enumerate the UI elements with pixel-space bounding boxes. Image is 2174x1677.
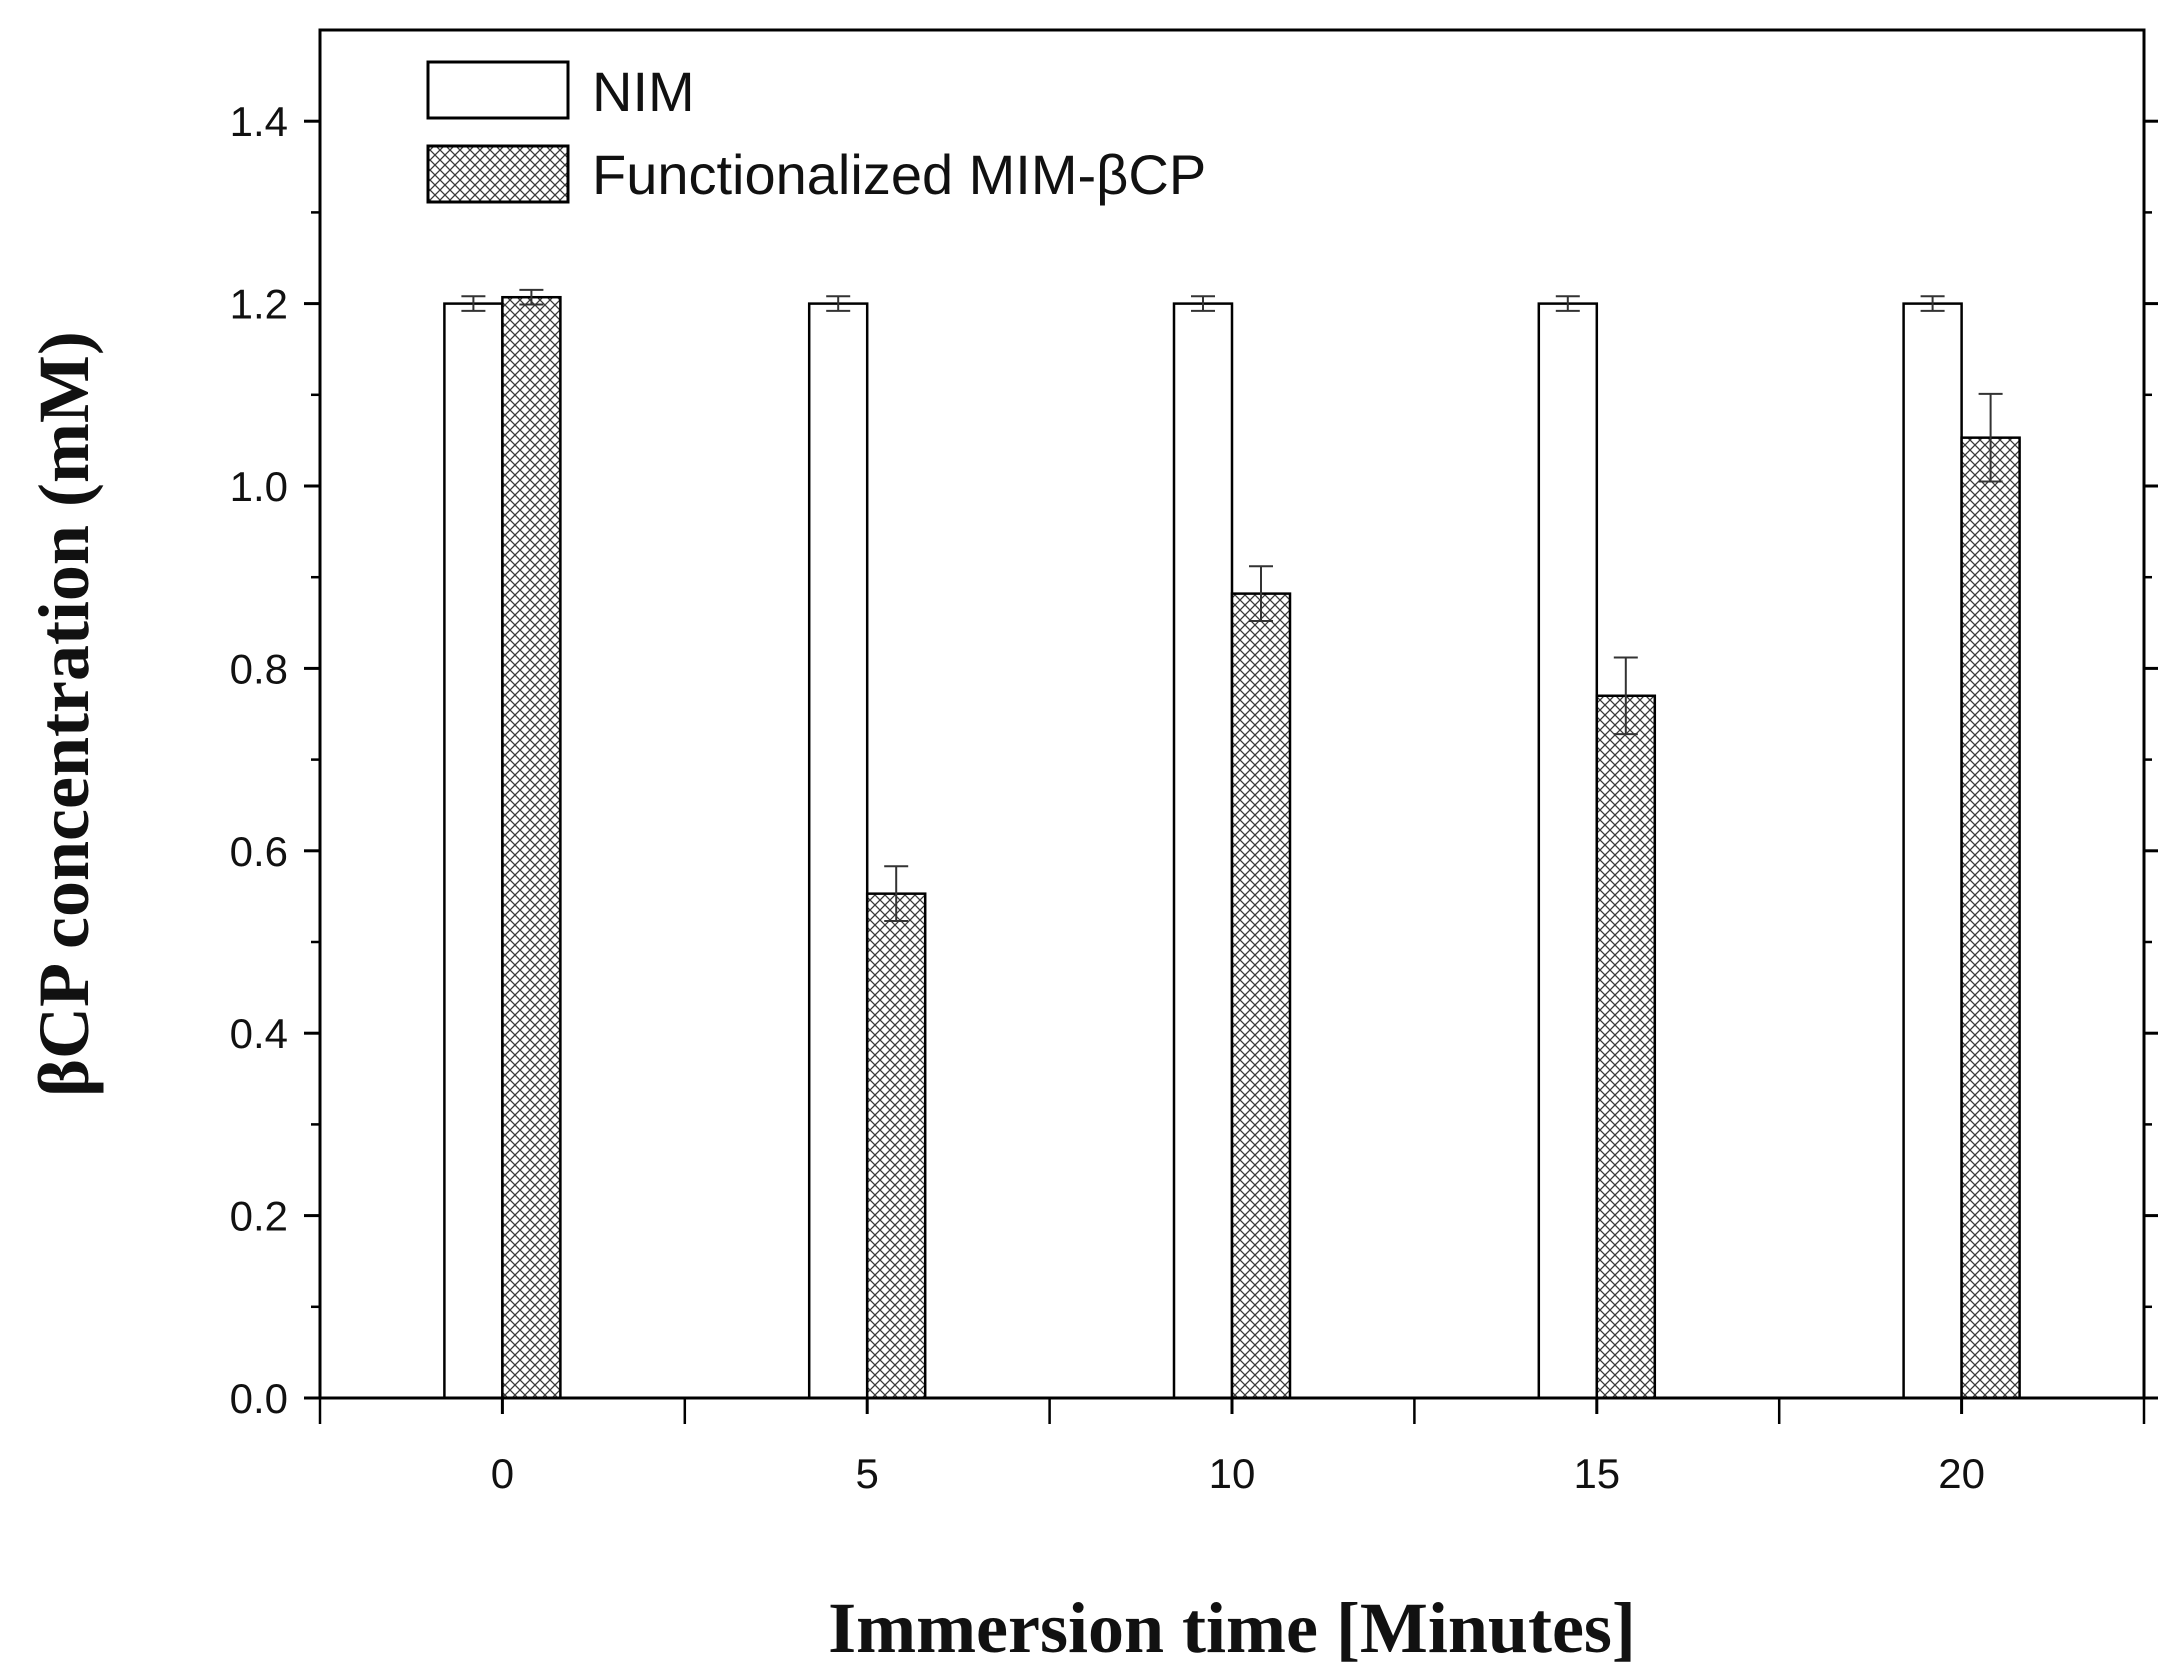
- bar-nim-5: [807, 302, 869, 1400]
- y-tick-label: 0.8: [230, 645, 288, 692]
- y-tick-label: 1.0: [230, 463, 288, 510]
- error-bars-group: [461, 288, 2003, 923]
- x-axis-title: Immersion time [Minutes]: [828, 1588, 1636, 1668]
- y-tick-label: 0.0: [230, 1375, 288, 1422]
- legend-label-mim: Functionalized MIM-βCP: [592, 143, 1206, 206]
- x-tick-label: 0: [491, 1450, 514, 1497]
- x-axis: 0 5 10 15 20: [318, 1398, 2146, 1497]
- legend-label-nim: NIM: [592, 60, 695, 123]
- bar-nim-15: [1537, 302, 1599, 1400]
- x-tick-label: 10: [1209, 1450, 1256, 1497]
- bar-mim-20: [1960, 436, 2021, 1400]
- y-axis-title: βCP concentration (mM): [24, 331, 104, 1097]
- bar-mim-15: [1595, 694, 1657, 1400]
- bar-nim-10: [1172, 302, 1234, 1400]
- y-tick-label: 0.4: [230, 1010, 288, 1057]
- y-tick-label: 0.2: [230, 1193, 288, 1240]
- legend-swatch-nim: [426, 60, 570, 120]
- y-tick-label: 1.4: [230, 98, 288, 145]
- x-tick-label: 5: [856, 1450, 879, 1497]
- bar-mim-10: [1230, 592, 1292, 1400]
- x-tick-label: 20: [1938, 1450, 1985, 1497]
- bar-nim-0: [443, 302, 504, 1400]
- y-axis: 0.0 0.2 0.4 0.6 0.8 1.0 1.2 1.4: [230, 98, 2158, 1422]
- bars-group: [443, 295, 2021, 1400]
- y-tick-label: 1.2: [230, 281, 288, 328]
- bar-nim-20: [1902, 302, 1963, 1400]
- bar-mim-5: [865, 892, 927, 1400]
- y-tick-label: 0.6: [230, 828, 288, 875]
- bar-mim-0: [501, 295, 562, 1400]
- legend: NIM Functionalized MIM-βCP: [426, 60, 1206, 206]
- legend-swatch-mim: [426, 144, 570, 204]
- x-tick-label: 15: [1573, 1450, 1620, 1497]
